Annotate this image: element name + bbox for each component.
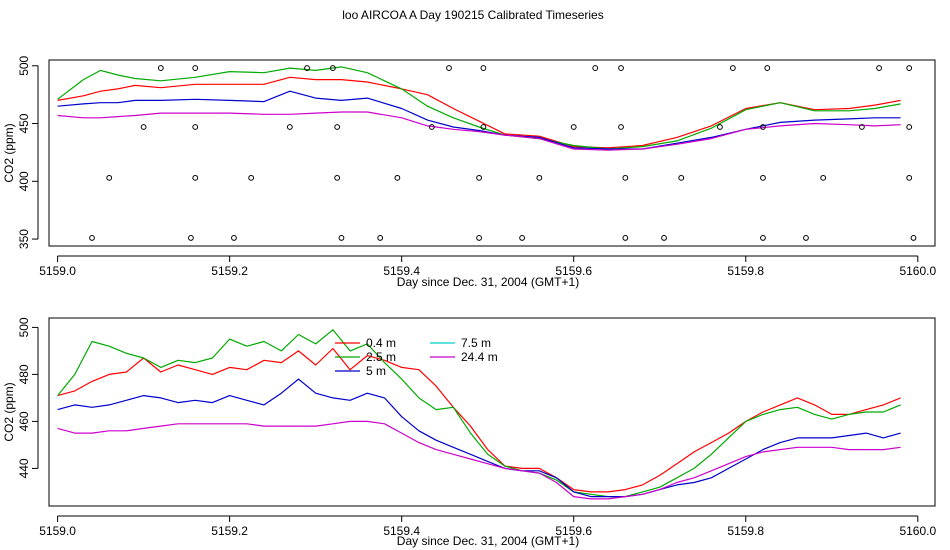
- top-marker-point: [519, 235, 526, 241]
- top-marker-point: [570, 124, 577, 130]
- bottom-series-s244: [57, 420, 901, 500]
- top-y-tick-label: 450: [17, 113, 31, 133]
- top-marker-point: [480, 124, 487, 130]
- top-marker-point: [876, 65, 882, 71]
- top-marker-point: [157, 65, 164, 71]
- top-y-tick-label: 400: [17, 171, 31, 191]
- top-marker-point: [592, 65, 599, 71]
- bottom-plot-frame: [48, 317, 936, 507]
- top-marker-point: [428, 124, 435, 130]
- top-marker-point: [858, 124, 865, 130]
- legend-label-s244: 24.4 m: [461, 350, 498, 364]
- top-marker-point: [803, 235, 809, 241]
- top-x-axis: 5159.0 5159.2 5159.4 5159.6 5159.8 5160.0: [39, 255, 936, 278]
- top-marker-point: [394, 174, 401, 181]
- top-x-tick-label: 5160.0: [899, 264, 936, 278]
- top-x-tick-label: 5159.4: [383, 264, 420, 278]
- top-marker-point: [536, 174, 543, 181]
- top-x-tick-label: 5159.6: [555, 264, 592, 278]
- top-marker-point: [760, 174, 766, 181]
- top-marker-point: [618, 65, 624, 71]
- top-marker-point: [338, 235, 345, 241]
- top-marker-point: [480, 65, 487, 71]
- top-marker-point: [248, 174, 255, 181]
- top-marker-point: [910, 235, 917, 241]
- bottom-y-axis: 440 460 480 500: [17, 317, 39, 478]
- top-series-s25: [57, 66, 901, 150]
- top-marker-point: [618, 124, 624, 130]
- bottom-series-s5: [57, 378, 901, 498]
- top-marker-point: [820, 174, 827, 181]
- top-marker-point: [334, 124, 341, 130]
- top-marker-point: [286, 124, 293, 130]
- bottom-y-axis-label: CO2 (ppm): [2, 382, 16, 441]
- legend-label-s25: 2.5 m: [366, 350, 396, 364]
- bottom-y-tick-label: 500: [17, 317, 31, 337]
- top-panel: 5159.0 5159.2 5159.4 5159.6 5159.8 5160.0 350…: [2, 55, 936, 289]
- top-marker-point: [760, 235, 766, 241]
- top-marker-point: [717, 124, 723, 130]
- top-points-layer: [89, 65, 917, 241]
- top-marker-point: [678, 174, 685, 181]
- top-marker-point: [89, 235, 95, 241]
- top-marker-point: [140, 124, 147, 130]
- top-marker-point: [729, 65, 736, 71]
- bottom-series-s04: [57, 347, 901, 493]
- bottom-y-tick-label: 480: [17, 364, 31, 384]
- bottom-x-tick-label: 5159.8: [727, 524, 764, 538]
- bottom-panel: 5159.0 5159.2 5159.4 5159.6 5159.8 5160.0 440…: [2, 317, 936, 548]
- top-marker-point: [304, 65, 310, 71]
- top-y-tick-label: 500: [17, 55, 31, 75]
- top-marker-point: [446, 65, 452, 71]
- legend-label-s75: 7.5 m: [461, 336, 491, 350]
- legend-label-s04: 0.4 m: [366, 336, 396, 350]
- top-marker-point: [661, 235, 667, 241]
- top-marker-point: [192, 124, 199, 130]
- top-x-axis-label: Day since Dec. 31, 2004 (GMT+1): [397, 275, 579, 289]
- top-y-axis: 350 400 450 500: [17, 55, 39, 249]
- top-marker-point: [334, 174, 341, 181]
- top-marker-point: [476, 235, 482, 241]
- bottom-x-tick-label: 5159.2: [211, 524, 248, 538]
- top-marker-point: [760, 124, 766, 130]
- legend: 0.4 m2.5 m5 m 7.5 m24.4 m: [335, 336, 498, 378]
- top-series-s04: [57, 76, 901, 149]
- top-marker-point: [622, 174, 629, 181]
- top-marker-point: [476, 174, 482, 181]
- top-marker-point: [906, 65, 913, 71]
- bottom-y-tick-label: 460: [17, 411, 31, 431]
- bottom-x-tick-label: 5160.0: [899, 524, 936, 538]
- legend-label-s5: 5 m: [366, 364, 386, 378]
- bottom-series-s25: [57, 329, 901, 498]
- top-marker-point: [192, 65, 199, 71]
- top-marker-point: [188, 235, 194, 241]
- top-marker-point: [192, 174, 199, 181]
- top-x-tick-label: 5159.0: [39, 264, 76, 278]
- chart-title: loo AIRCOA A Day 190215 Calibrated Times…: [342, 8, 603, 22]
- bottom-x-tick-label: 5159.6: [555, 524, 592, 538]
- bottom-x-tick-label: 5159.0: [39, 524, 76, 538]
- top-marker-point: [906, 124, 913, 130]
- bottom-x-axis-label: Day since Dec. 31, 2004 (GMT+1): [397, 534, 579, 548]
- top-series-layer: [57, 66, 901, 151]
- top-series-s244: [57, 111, 901, 151]
- bottom-x-axis: 5159.0 5159.2 5159.4 5159.6 5159.8 5160.0: [39, 515, 936, 538]
- top-marker-point: [622, 235, 629, 241]
- top-y-axis-label: CO2 (ppm): [2, 123, 16, 182]
- top-marker-point: [906, 174, 913, 181]
- top-series-s5: [57, 90, 901, 150]
- top-x-tick-label: 5159.2: [211, 264, 248, 278]
- top-plot-frame: [48, 59, 936, 247]
- top-marker-point: [377, 235, 384, 241]
- top-marker-point: [106, 174, 113, 181]
- top-marker-point: [329, 65, 336, 71]
- top-marker-point: [231, 235, 237, 241]
- top-y-tick-label: 350: [17, 229, 31, 249]
- top-marker-point: [764, 65, 771, 71]
- bottom-series-layer: [57, 329, 901, 500]
- bottom-y-tick-label: 440: [17, 458, 31, 478]
- bottom-x-tick-label: 5159.4: [383, 524, 420, 538]
- top-x-tick-label: 5159.8: [727, 264, 764, 278]
